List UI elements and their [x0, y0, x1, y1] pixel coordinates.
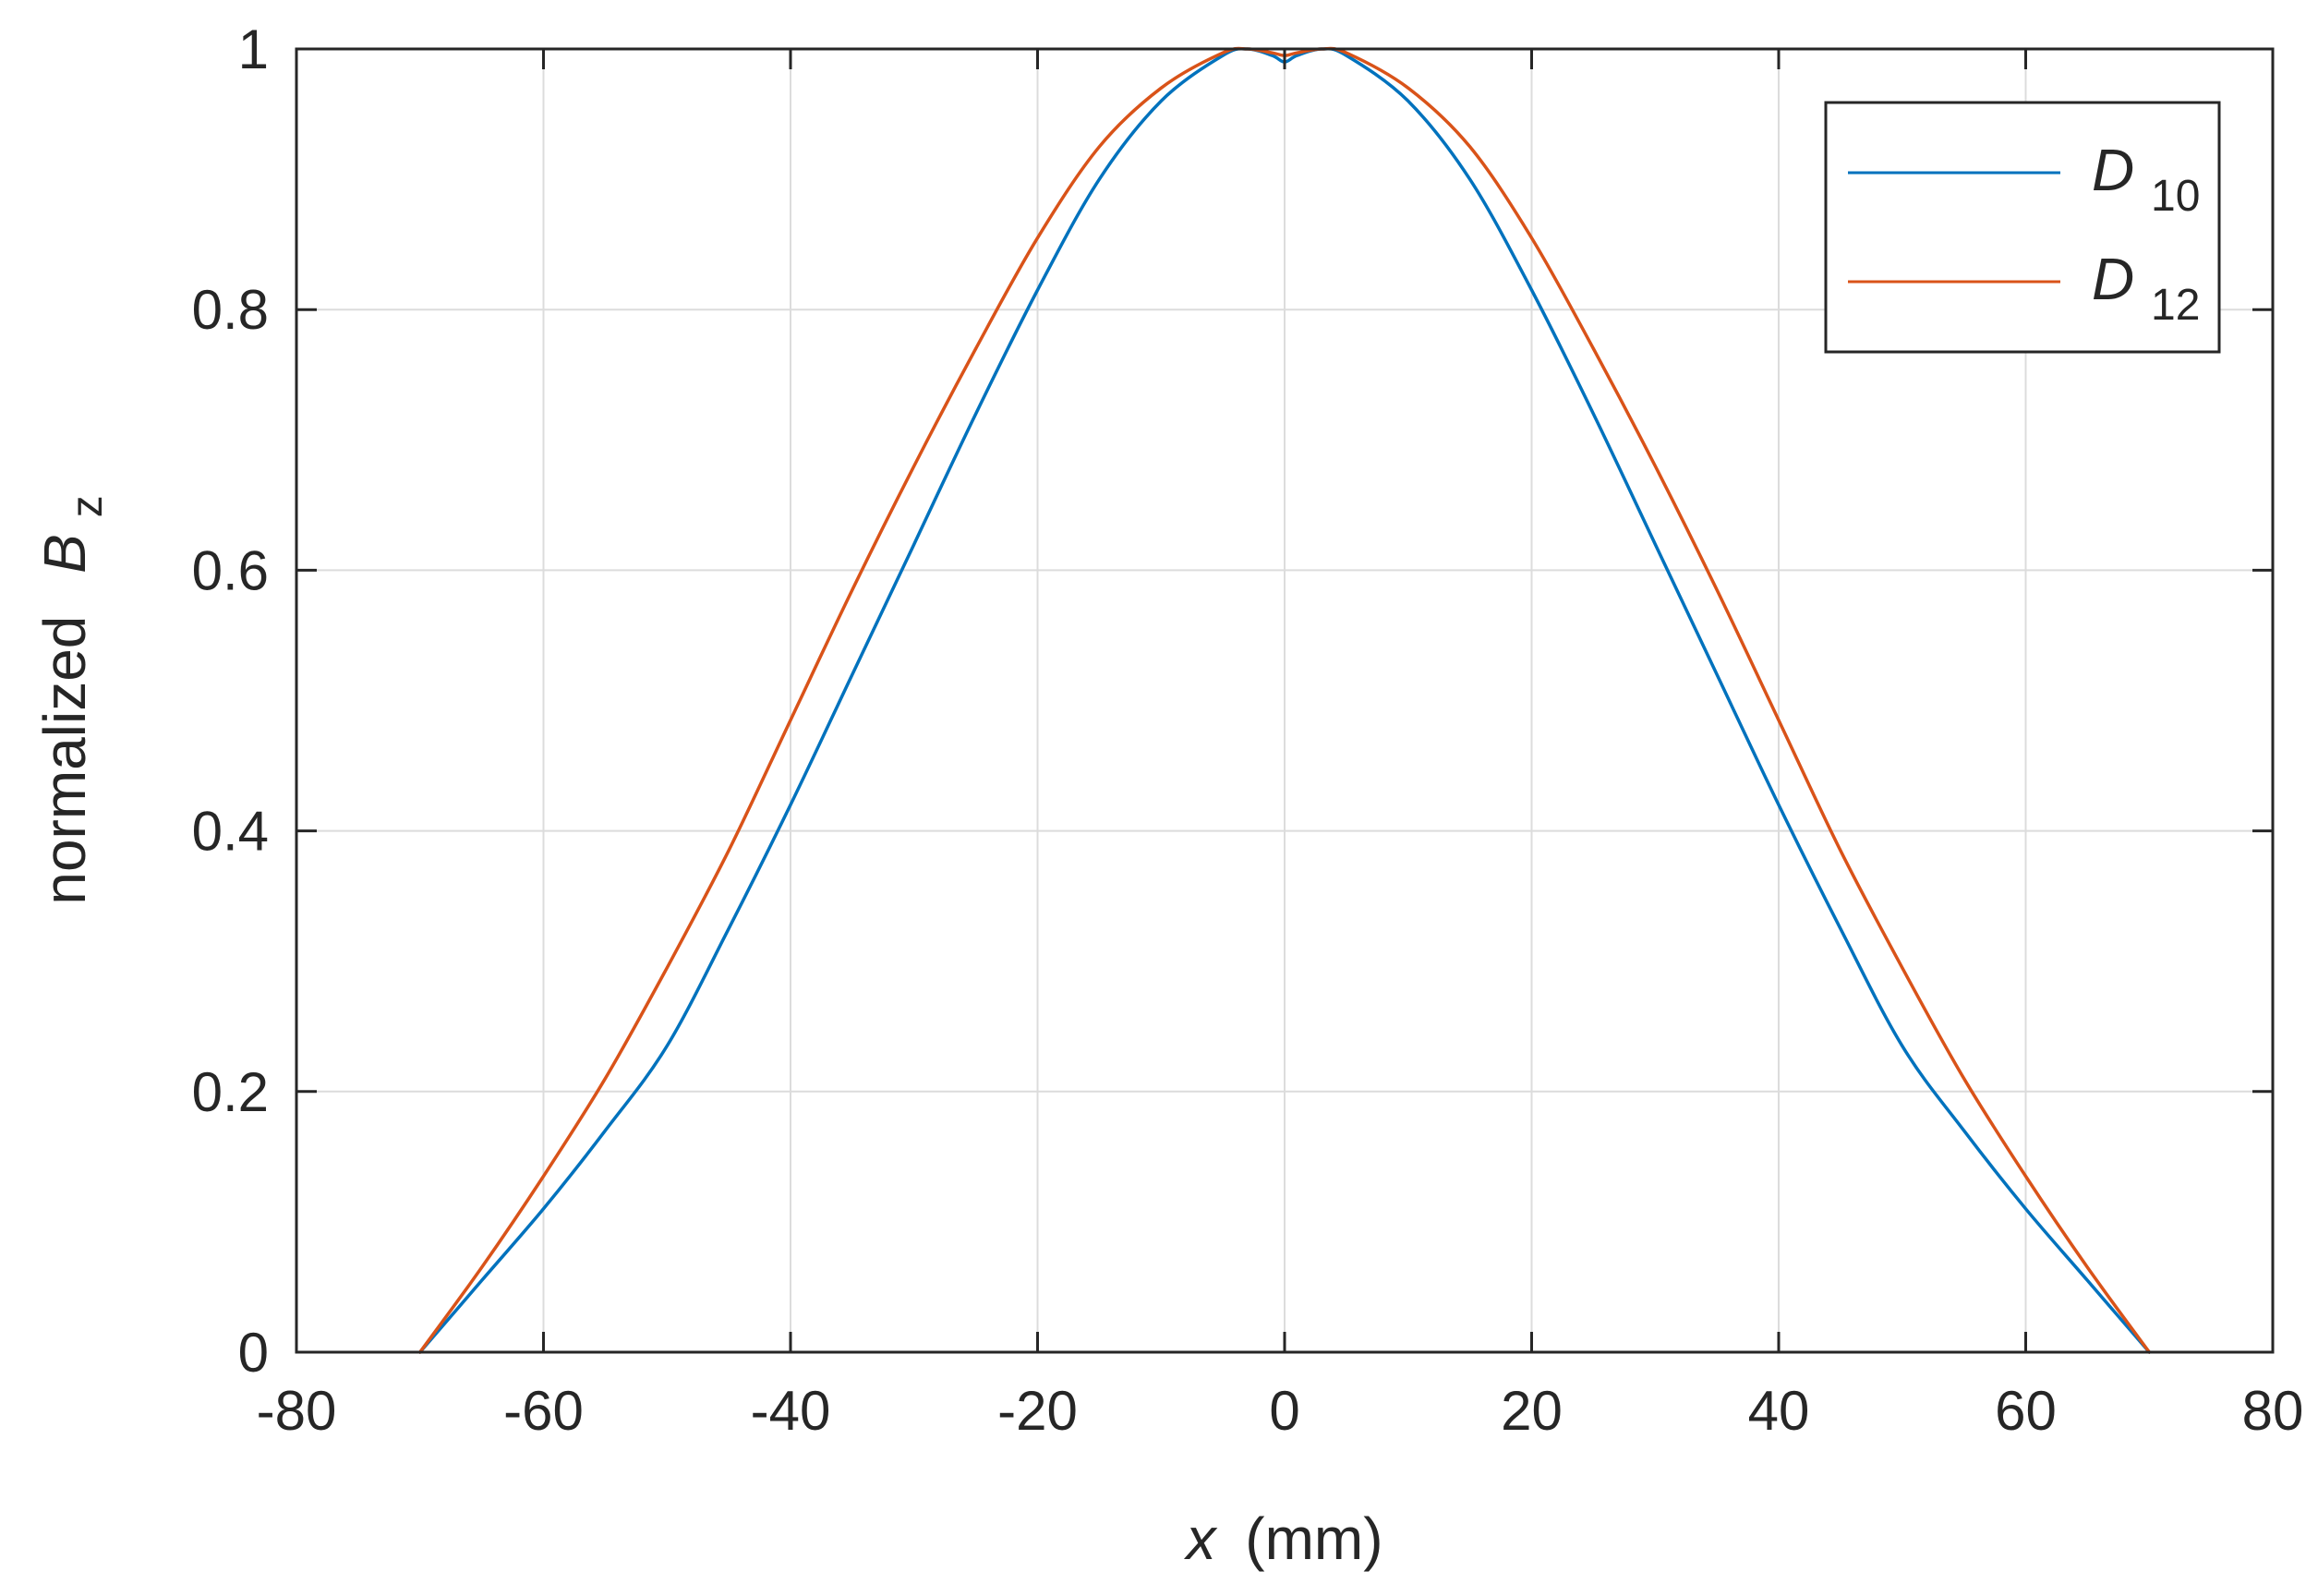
legend-label-d10-main: D — [2092, 137, 2134, 203]
y-tick-label: 0.2 — [192, 1061, 269, 1123]
legend-label-d12-sub: 12 — [2151, 281, 2200, 330]
x-tick-label: 40 — [1748, 1380, 1810, 1442]
y-tick-label: 0.6 — [192, 539, 269, 601]
x-tick-label: 60 — [1995, 1380, 2057, 1442]
y-tick-label: 0.4 — [192, 801, 269, 863]
legend: D 10 D 12 — [1824, 101, 2221, 354]
x-tick-label: -60 — [503, 1380, 584, 1442]
x-tick-label: -20 — [997, 1380, 1078, 1442]
y-axis-subscript: z — [63, 495, 112, 517]
legend-label-d10-sub: 10 — [2151, 172, 2200, 221]
x-axis-unit: (mm) — [1245, 1505, 1382, 1572]
y-tick-label: 0.8 — [192, 279, 269, 341]
x-tick-label: -40 — [751, 1380, 831, 1442]
x-axis-symbol: x — [1183, 1505, 1217, 1572]
x-tick-label: 20 — [1501, 1380, 1563, 1442]
x-tick-label: 0 — [1269, 1380, 1299, 1442]
legend-box — [1824, 101, 2221, 354]
y-tick-label: 1 — [238, 18, 269, 80]
legend-label-d12-main: D — [2092, 246, 2134, 312]
x-tick-label: -80 — [257, 1380, 337, 1442]
legend-label-d10: D 10 — [2092, 137, 2200, 221]
legend-label-d12: D 12 — [2092, 246, 2200, 330]
ticks: -80 -60 -40 -20 0 20 40 60 80 0 0.2 0.4 0.6 0.8 1 — [192, 18, 2304, 1442]
y-axis-label: normalized B z — [31, 495, 112, 904]
y-axis-symbol: B — [31, 534, 98, 574]
y-tick-label: 0 — [238, 1322, 269, 1384]
y-axis-prefix: normalized — [31, 616, 98, 905]
x-tick-label: 80 — [2242, 1380, 2304, 1442]
x-axis-label: x (mm) — [1183, 1505, 1382, 1572]
